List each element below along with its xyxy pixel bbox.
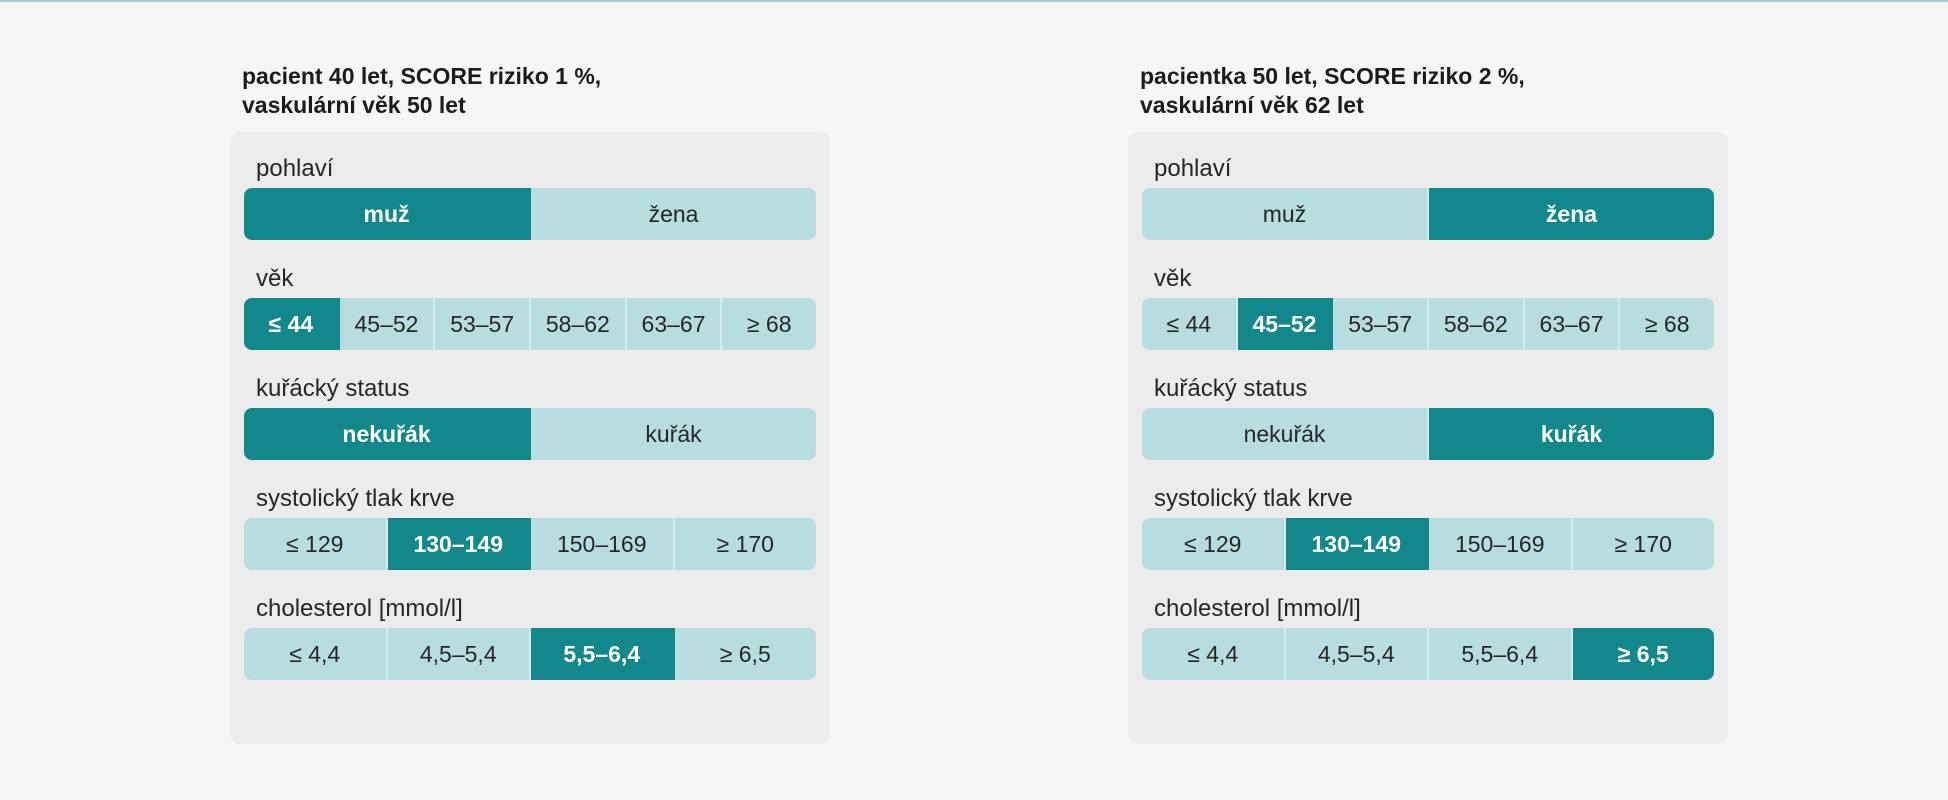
option[interactable]: ≥ 6,5 [674, 628, 816, 680]
option-selected[interactable]: 130–149 [387, 518, 531, 570]
segmented-control: ≤ 4,4 4,5–5,4 5,5–6,4 ≥ 6,5 [1142, 628, 1714, 680]
option-selected[interactable]: nekuřák [244, 408, 531, 460]
option[interactable]: 63–67 [1524, 298, 1621, 350]
group-label: systolický tlak krve [1154, 485, 1353, 512]
segmented-control: nekuřák kuřák [1142, 408, 1714, 460]
group-label: pohlaví [256, 155, 334, 182]
option[interactable]: ≥ 68 [1620, 298, 1714, 350]
group-systolic-pressure: systolický tlak krve ≤ 129 130–149 150–169 ≥… [1142, 484, 1714, 570]
group-age: věk ≤ 44 45–52 53–57 58–62 63–67 ≥ 68 [244, 264, 816, 350]
option[interactable]: 45–52 [339, 298, 436, 350]
option[interactable]: 5,5–6,4 [1429, 628, 1573, 680]
option[interactable]: ≤ 129 [244, 518, 388, 570]
option-selected[interactable]: ≥ 6,5 [1572, 628, 1714, 680]
group-smoking-status: kuřácký status nekuřák kuřák [244, 374, 816, 460]
option[interactable]: ≤ 44 [1142, 298, 1238, 350]
risk-card: pohlaví muž žena věk ≤ 44 45–52 53–57 58–62 63–6… [1128, 132, 1728, 744]
group-label: cholesterol [mmol/l] [256, 595, 463, 622]
group-label: systolický tlak krve [256, 485, 455, 512]
group-smoking-status: kuřácký status nekuřák kuřák [1142, 374, 1714, 460]
option[interactable]: 150–169 [531, 518, 675, 570]
segmented-control: nekuřák kuřák [244, 408, 816, 460]
option[interactable]: nekuřák [1142, 408, 1429, 460]
segmented-control: muž žena [1142, 188, 1714, 240]
group-sex: pohlaví muž žena [1142, 154, 1714, 240]
group-label: kuřácký status [1154, 375, 1308, 402]
group-label: věk [1154, 265, 1192, 292]
group-label: kuřácký status [256, 375, 410, 402]
group-label: pohlaví [1154, 155, 1232, 182]
option[interactable]: muž [1142, 188, 1429, 240]
option[interactable]: ≥ 68 [722, 298, 816, 350]
option-selected[interactable]: 130–149 [1285, 518, 1429, 570]
group-systolic-pressure: systolický tlak krve ≤ 129 130–149 150–169 ≥… [244, 484, 816, 570]
group-label: cholesterol [mmol/l] [1154, 595, 1361, 622]
panel-caption: pacient 40 let, SCORE riziko 1 %, vaskul… [242, 63, 602, 118]
option[interactable]: kuřák [531, 408, 816, 460]
segmented-control: ≤ 4,4 4,5–5,4 5,5–6,4 ≥ 6,5 [244, 628, 816, 680]
option[interactable]: 63–67 [626, 298, 723, 350]
risk-card: pohlaví muž žena věk ≤ 44 45–52 53–57 58–62 63–6… [230, 132, 830, 744]
option[interactable]: žena [531, 188, 816, 240]
option[interactable]: ≥ 170 [674, 518, 816, 570]
option-selected[interactable]: muž [244, 188, 531, 240]
group-age: věk ≤ 44 45–52 53–57 58–62 63–67 ≥ 68 [1142, 264, 1714, 350]
top-rule [0, 0, 1948, 2]
option-selected[interactable]: ≤ 44 [244, 298, 340, 350]
option-selected[interactable]: žena [1429, 188, 1714, 240]
group-sex: pohlaví muž žena [244, 154, 816, 240]
option[interactable]: ≤ 129 [1142, 518, 1286, 570]
option-selected[interactable]: kuřák [1429, 408, 1714, 460]
group-label: věk [256, 265, 294, 292]
option[interactable]: 150–169 [1429, 518, 1573, 570]
option-selected[interactable]: 45–52 [1237, 298, 1334, 350]
segmented-control: ≤ 44 45–52 53–57 58–62 63–67 ≥ 68 [244, 298, 816, 350]
option[interactable]: 53–57 [1333, 298, 1430, 350]
option-selected[interactable]: 5,5–6,4 [531, 628, 675, 680]
segmented-control: ≤ 129 130–149 150–169 ≥ 170 [244, 518, 816, 570]
panel-female-patient: pacientka 50 let, SCORE riziko 2 %, vask… [1128, 62, 1728, 744]
segmented-control: ≤ 129 130–149 150–169 ≥ 170 [1142, 518, 1714, 570]
option[interactable]: ≤ 4,4 [1142, 628, 1286, 680]
option[interactable]: ≤ 4,4 [244, 628, 388, 680]
option[interactable]: 53–57 [435, 298, 532, 350]
group-cholesterol: cholesterol [mmol/l] ≤ 4,4 4,5–5,4 5,5–6,4 ≥… [244, 594, 816, 680]
group-cholesterol: cholesterol [mmol/l] ≤ 4,4 4,5–5,4 5,5–6,4 ≥… [1142, 594, 1714, 680]
option[interactable]: 4,5–5,4 [1285, 628, 1429, 680]
panel-caption: pacientka 50 let, SCORE riziko 2 %, vask… [1140, 63, 1525, 118]
option[interactable]: ≥ 170 [1572, 518, 1714, 570]
option[interactable]: 4,5–5,4 [387, 628, 531, 680]
segmented-control: ≤ 44 45–52 53–57 58–62 63–67 ≥ 68 [1142, 298, 1714, 350]
option[interactable]: 58–62 [531, 298, 627, 350]
panel-male-patient: pacient 40 let, SCORE riziko 1 %, vaskul… [230, 62, 830, 744]
option[interactable]: 58–62 [1429, 298, 1525, 350]
segmented-control: muž žena [244, 188, 816, 240]
